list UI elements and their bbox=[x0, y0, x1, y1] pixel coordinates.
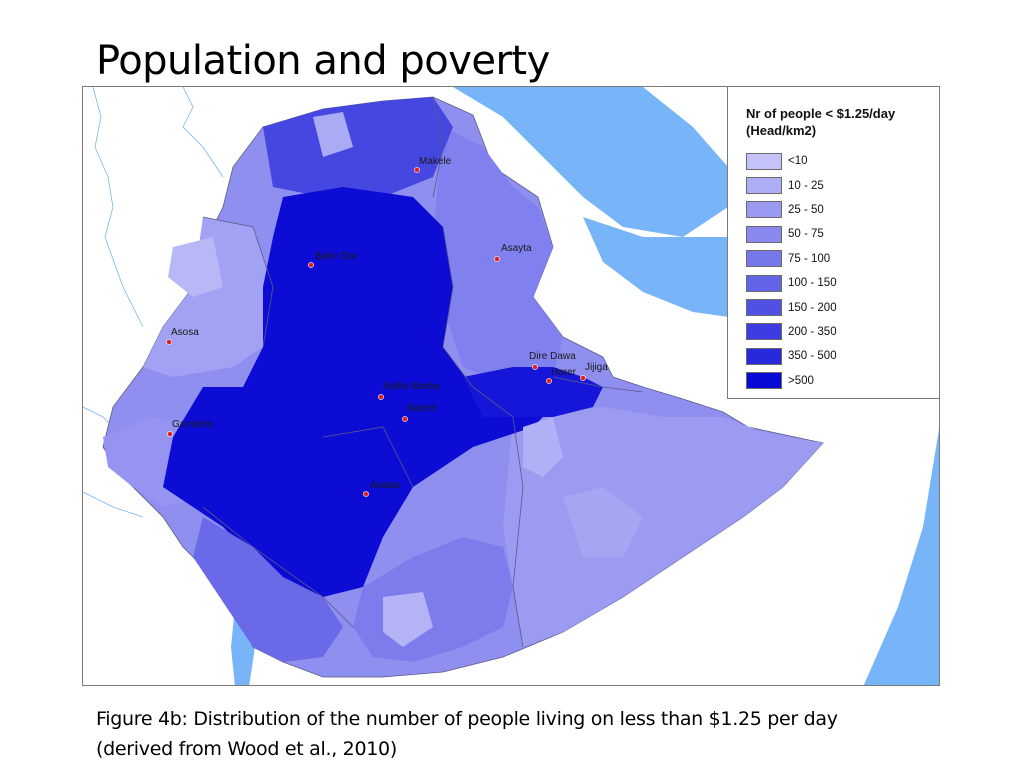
city-label: Gambela bbox=[172, 419, 213, 430]
legend-item: 350 - 500 bbox=[746, 344, 939, 368]
patch-light-2 bbox=[383, 592, 433, 647]
patch-light-5 bbox=[563, 487, 643, 557]
legend-item: 50 - 75 bbox=[746, 222, 939, 246]
legend-label: 25 - 50 bbox=[788, 203, 824, 216]
city-label: Nazret bbox=[407, 403, 437, 414]
city-label: Asosa bbox=[171, 327, 199, 338]
legend-swatch bbox=[746, 177, 782, 195]
region-borders bbox=[202, 96, 644, 648]
city-marker bbox=[308, 262, 314, 268]
legend-list: <10 10 - 25 25 - 50 50 - 75 75 - 100 100 - 15… bbox=[746, 149, 939, 393]
legend-label: 10 - 25 bbox=[788, 179, 824, 192]
legend-item: <10 bbox=[746, 149, 939, 173]
legend-item: >500 bbox=[746, 369, 939, 393]
poverty-map: Makele Bahir Dar Asayta Asosa Dire Dawa Harer… bbox=[82, 86, 940, 686]
patch-light-4 bbox=[313, 112, 353, 157]
map-legend: Nr of people < $1.25/day (Head/km2) <10 1… bbox=[727, 87, 939, 399]
legend-swatch bbox=[746, 152, 782, 170]
city-marker bbox=[414, 167, 420, 173]
legend-label: 350 - 500 bbox=[788, 350, 837, 363]
legend-label: 50 - 75 bbox=[788, 228, 824, 241]
red-sea bbox=[453, 87, 743, 237]
legend-label: 150 - 200 bbox=[788, 301, 837, 314]
legend-title: Nr of people < $1.25/day (Head/km2) bbox=[746, 106, 896, 138]
legend-item: 75 - 100 bbox=[746, 247, 939, 271]
city-label: Makele bbox=[419, 156, 452, 167]
legend-swatch bbox=[746, 274, 782, 292]
legend-swatch bbox=[746, 201, 782, 219]
city-label: Asayta bbox=[501, 243, 532, 254]
legend-label: 100 - 150 bbox=[788, 277, 837, 290]
legend-swatch bbox=[746, 225, 782, 243]
city-marker bbox=[402, 416, 408, 422]
city-marker bbox=[546, 378, 552, 384]
region-tigray bbox=[263, 97, 453, 197]
city-label: Jijiga bbox=[585, 362, 608, 373]
patch-light-3 bbox=[168, 237, 223, 297]
patch-light-1 bbox=[523, 417, 563, 477]
legend-item: 200 - 350 bbox=[746, 320, 939, 344]
legend-item: 150 - 200 bbox=[746, 295, 939, 319]
city-marker bbox=[378, 394, 384, 400]
city-label: Bahir Dar bbox=[315, 251, 358, 262]
city-marker bbox=[167, 431, 173, 437]
legend-swatch bbox=[746, 299, 782, 317]
legend-label: 200 - 350 bbox=[788, 325, 837, 338]
page-title: Population and poverty bbox=[96, 38, 550, 84]
city-marker bbox=[166, 339, 172, 345]
legend-item: 25 - 50 bbox=[746, 198, 939, 222]
region-core-dense bbox=[163, 187, 553, 597]
region-west bbox=[143, 217, 273, 377]
region-east-dense bbox=[463, 367, 603, 417]
city-label: Awasa bbox=[370, 480, 400, 491]
city-label: Dire Dawa bbox=[529, 351, 576, 362]
legend-label: >500 bbox=[788, 374, 814, 387]
region-somali bbox=[503, 407, 823, 647]
legend-swatch bbox=[746, 323, 782, 341]
map-canvas: Makele Bahir Dar Asayta Asosa Dire Dawa Harer… bbox=[83, 87, 939, 685]
legend-swatch bbox=[746, 250, 782, 268]
caption-line-2: (derived from Wood et al., 2010) bbox=[96, 738, 397, 760]
figure-caption: Figure 4b: Distribution of the number of… bbox=[96, 704, 976, 764]
city-markers: Makele Bahir Dar Asayta Asosa Dire Dawa Harer… bbox=[166, 156, 608, 497]
legend-item: 100 - 150 bbox=[746, 271, 939, 295]
city-label: Harer bbox=[551, 367, 577, 378]
city-label: Addis Abeba bbox=[383, 381, 440, 392]
legend-swatch bbox=[746, 347, 782, 365]
legend-label: <10 bbox=[788, 155, 808, 168]
legend-label: 75 - 100 bbox=[788, 252, 831, 265]
legend-swatch bbox=[746, 372, 782, 390]
city-marker bbox=[363, 491, 369, 497]
legend-item: 10 - 25 bbox=[746, 173, 939, 197]
indian-ocean bbox=[863, 429, 939, 685]
city-marker bbox=[494, 256, 500, 262]
caption-line-1: Figure 4b: Distribution of the number of… bbox=[96, 708, 838, 730]
country-regions bbox=[102, 96, 824, 678]
region-snnpr bbox=[193, 517, 343, 662]
city-marker bbox=[532, 364, 538, 370]
city-marker bbox=[580, 375, 586, 381]
